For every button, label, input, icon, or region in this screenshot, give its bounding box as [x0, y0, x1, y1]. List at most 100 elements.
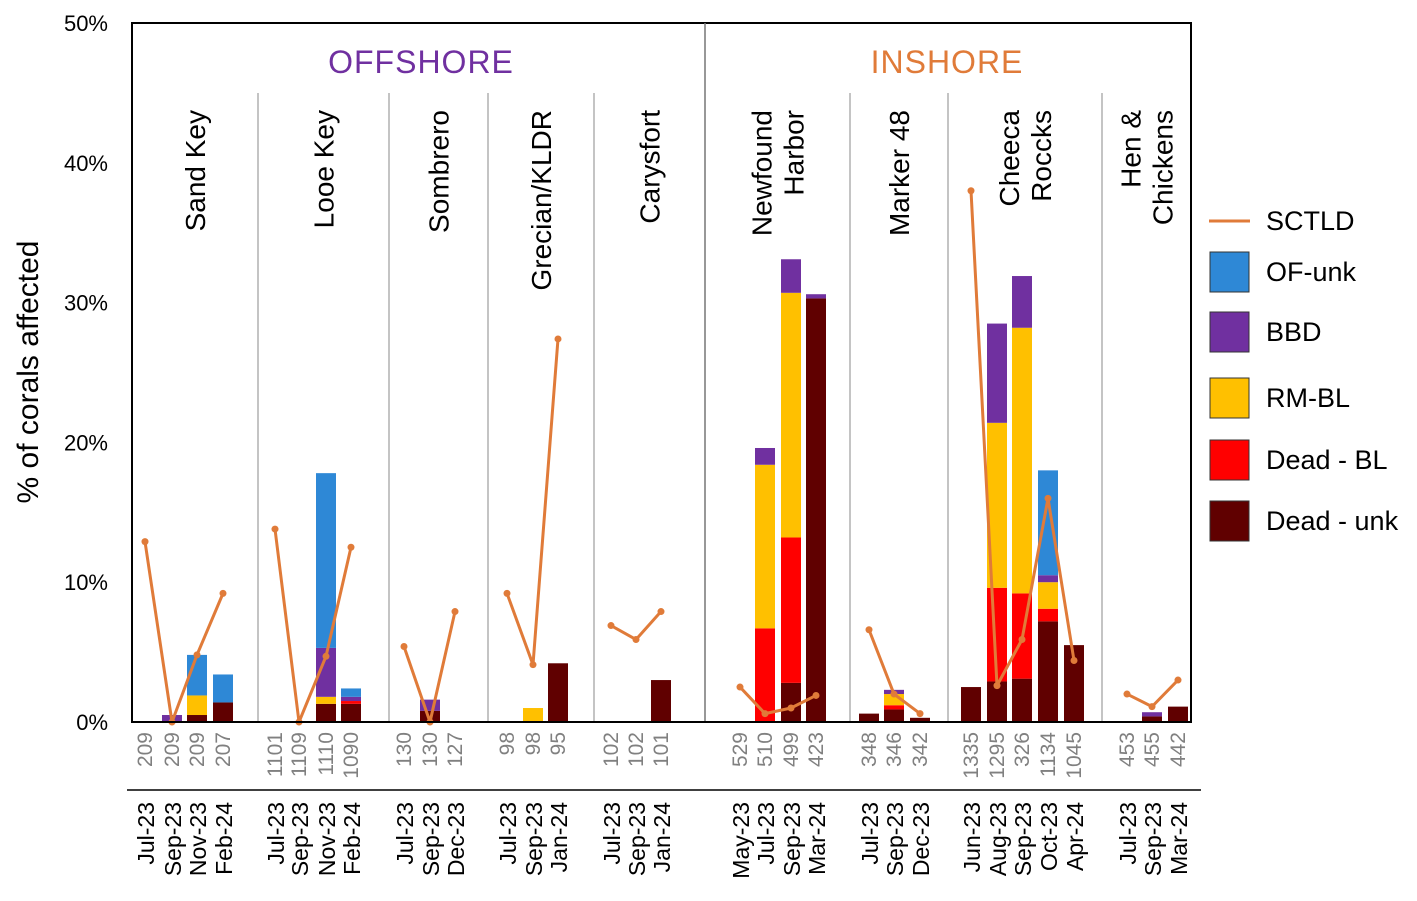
sctld-point — [1044, 494, 1052, 502]
site-name: Carysfort — [635, 110, 666, 224]
bar-segment — [755, 464, 775, 629]
date-label: Sep-23 — [1010, 802, 1036, 876]
sample-size-label: 342 — [909, 732, 932, 767]
sample-size-label: 102 — [600, 732, 623, 767]
bar-segment — [316, 647, 336, 697]
date-label: Jul-23 — [263, 802, 289, 865]
bar-segment — [755, 628, 775, 722]
date-label: Nov-23 — [314, 802, 340, 876]
bar-segment — [1012, 276, 1032, 328]
y-tick-label: 40% — [64, 151, 108, 176]
bar-segment — [781, 537, 801, 683]
region-header: INSHORE — [871, 44, 1024, 80]
bar-segment — [213, 674, 233, 703]
date-label: Jan-24 — [546, 802, 572, 873]
date-label: Oct-23 — [1036, 802, 1062, 871]
site-name: Chickens — [1148, 110, 1179, 225]
bar-segment — [187, 695, 207, 716]
bar-segment — [341, 688, 361, 697]
site-name: Newfound — [747, 110, 778, 236]
y-tick-label: 0% — [76, 710, 108, 735]
site-name: Looe Key — [309, 110, 340, 228]
sample-size-label: 346 — [883, 732, 906, 767]
sample-size-label: 1110 — [315, 732, 338, 776]
sctld-point — [529, 661, 537, 669]
date-label: Sep-23 — [418, 802, 444, 876]
date-label: Jul-23 — [599, 802, 625, 865]
sample-size-label: 326 — [1011, 732, 1034, 767]
site-name: Cheeca — [994, 110, 1025, 207]
sample-size-label: 529 — [729, 732, 752, 767]
bar-segment — [316, 703, 336, 722]
labels-layer: OFFSHORE INSHORE Sand Key 209 Jul-23 209 Sep-2… — [133, 44, 1192, 879]
bar-segment — [987, 681, 1007, 722]
date-label: Sep-23 — [160, 802, 186, 876]
bar-segment — [1038, 582, 1058, 609]
sctld-point — [993, 682, 1001, 690]
legend-label: RM-BL — [1266, 383, 1350, 413]
bar-segment — [910, 717, 930, 722]
site-name: Roccks — [1026, 110, 1057, 202]
bar-segment — [1142, 712, 1162, 717]
sample-size-label: 1109 — [288, 732, 311, 777]
sctld-point — [632, 636, 640, 644]
sample-size-label: 1134 — [1037, 732, 1060, 777]
sctld-layer — [141, 187, 1182, 726]
sample-size-label: 510 — [754, 732, 777, 767]
sample-size-label: 207 — [212, 732, 235, 767]
bar-segment — [781, 292, 801, 538]
bar-segment — [1038, 608, 1058, 622]
sample-size-label: 499 — [780, 732, 803, 767]
date-label: Sep-23 — [1140, 802, 1166, 876]
date-label: Mar-24 — [1166, 802, 1192, 875]
sctld-point — [736, 683, 744, 691]
site-name: Sand Key — [180, 110, 211, 231]
sctld-point — [865, 626, 873, 634]
date-label: Aug-23 — [985, 802, 1011, 876]
region-header: OFFSHORE — [328, 44, 514, 80]
sample-size-label: 130 — [419, 732, 442, 767]
sample-size-label: 348 — [858, 732, 881, 767]
bar-segment — [651, 680, 671, 722]
sctld-line — [143, 541, 225, 724]
date-label: Jul-23 — [1115, 802, 1141, 865]
sctld-line — [610, 610, 663, 642]
sctld-line — [505, 338, 560, 667]
date-label: Feb-24 — [211, 802, 237, 875]
date-label: Sep-23 — [624, 802, 650, 876]
sctld-point — [967, 187, 975, 195]
sctld-point — [219, 589, 227, 597]
bar-segment — [341, 696, 361, 702]
dividers-layer — [127, 23, 1201, 791]
bar-segment — [1168, 706, 1188, 722]
bar-segment — [1038, 470, 1058, 576]
sample-size-label: 1045 — [1063, 732, 1086, 779]
legend-swatch — [1209, 251, 1250, 293]
date-label: Dec-23 — [443, 802, 469, 876]
sample-size-label: 98 — [522, 732, 545, 755]
legend-swatch — [1209, 439, 1250, 481]
sctld-point — [554, 335, 562, 343]
sample-size-label: 209 — [161, 732, 184, 767]
sample-size-label: 127 — [444, 732, 467, 767]
sample-size-label: 442 — [1167, 732, 1190, 767]
bar-segment — [316, 473, 336, 648]
date-label: Dec-23 — [908, 802, 934, 876]
bar-segment — [781, 682, 801, 722]
bar-segment — [1038, 575, 1058, 583]
site-name: Sombrero — [424, 110, 455, 233]
sample-size-label: 1101 — [264, 732, 287, 777]
bar-segment — [987, 323, 1007, 423]
sctld-point — [347, 543, 355, 551]
sctld-point — [141, 538, 149, 546]
date-label: Jun-23 — [959, 802, 985, 872]
sctld-point — [503, 589, 511, 597]
legend-label: OF-unk — [1266, 257, 1357, 287]
date-label: Sep-23 — [882, 802, 908, 876]
sctld-point — [1123, 690, 1131, 698]
sample-size-label: 101 — [650, 732, 673, 767]
bar-segment — [884, 709, 904, 722]
bar-segment — [213, 702, 233, 722]
date-label: Jul-23 — [133, 802, 159, 865]
